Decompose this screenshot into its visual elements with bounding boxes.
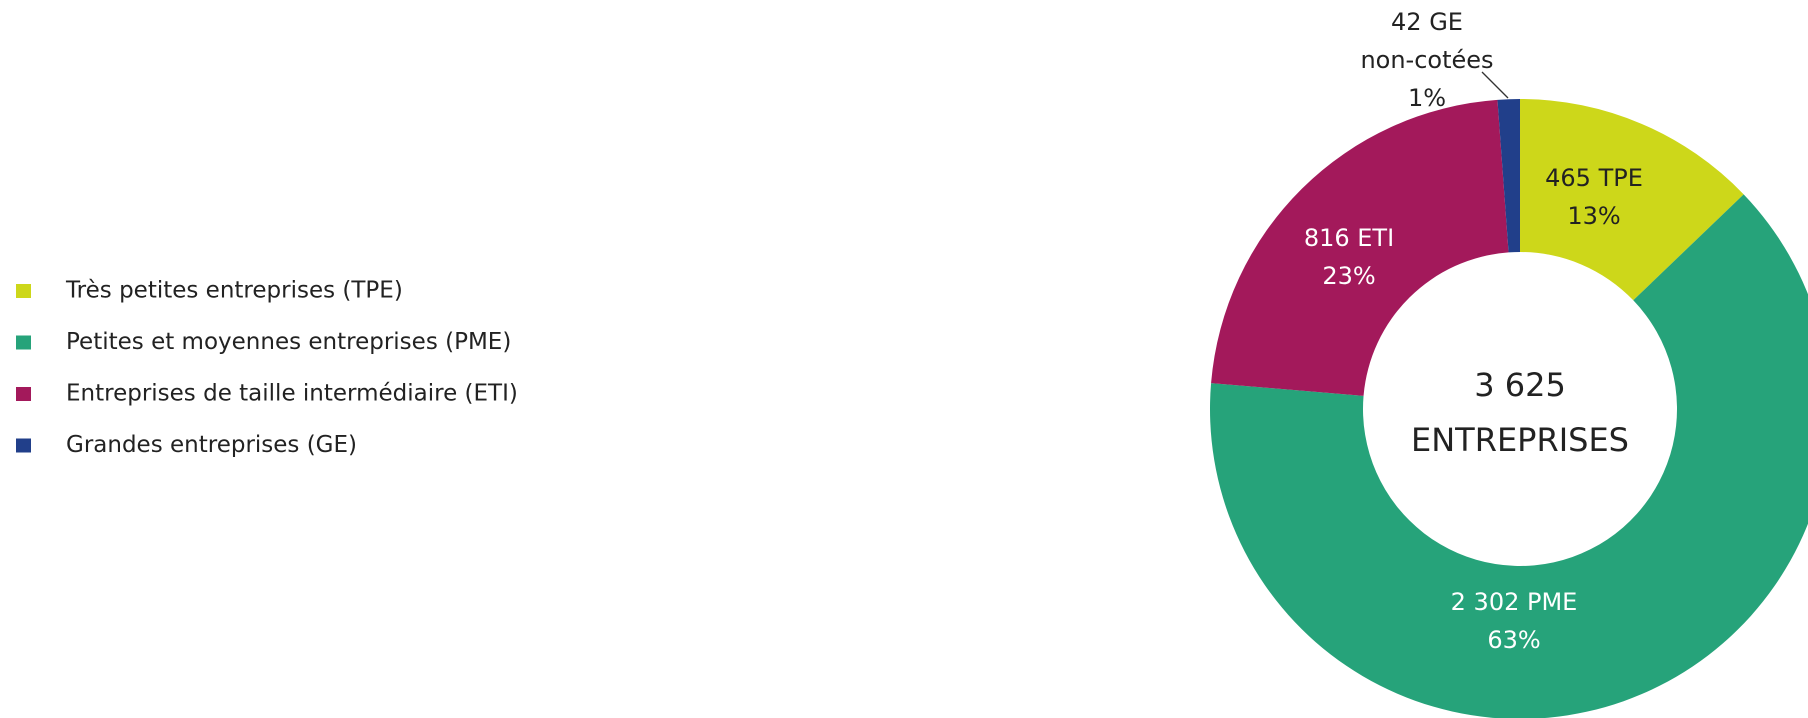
percentage-label: 1% [1408,84,1446,112]
center-label: 3 625 [1474,366,1566,404]
donut-segment [1497,99,1520,253]
center-label: ENTREPRISES [1411,421,1629,459]
data-label: 465 TPE [1545,164,1643,192]
leader-line [1481,71,1509,99]
data-label: 42 GE [1391,8,1463,36]
legend-label: Entreprises de taille intermédiaire (ETI… [66,381,518,407]
legend-swatch [16,335,31,350]
percentage-label: 13% [1567,202,1620,230]
legend-label: Petites et moyennes entreprises (PME) [66,329,511,355]
data-label: 816 ETI [1304,224,1394,252]
data-label: 2 302 PME [1451,588,1578,616]
legend-swatch [16,284,31,298]
percentage-label: 23% [1322,262,1375,290]
donut-segment [1210,194,1808,718]
legend-label: Très petites entreprises (TPE) [65,278,403,304]
data-label: non-cotées [1360,46,1493,74]
percentage-label: 63% [1487,626,1540,654]
donut-segment [1520,99,1744,301]
legend-swatch [16,387,31,401]
legend-swatch [16,438,31,453]
donut-segment [1211,99,1509,396]
legend-label: Grandes entreprises (GE) [66,432,357,458]
